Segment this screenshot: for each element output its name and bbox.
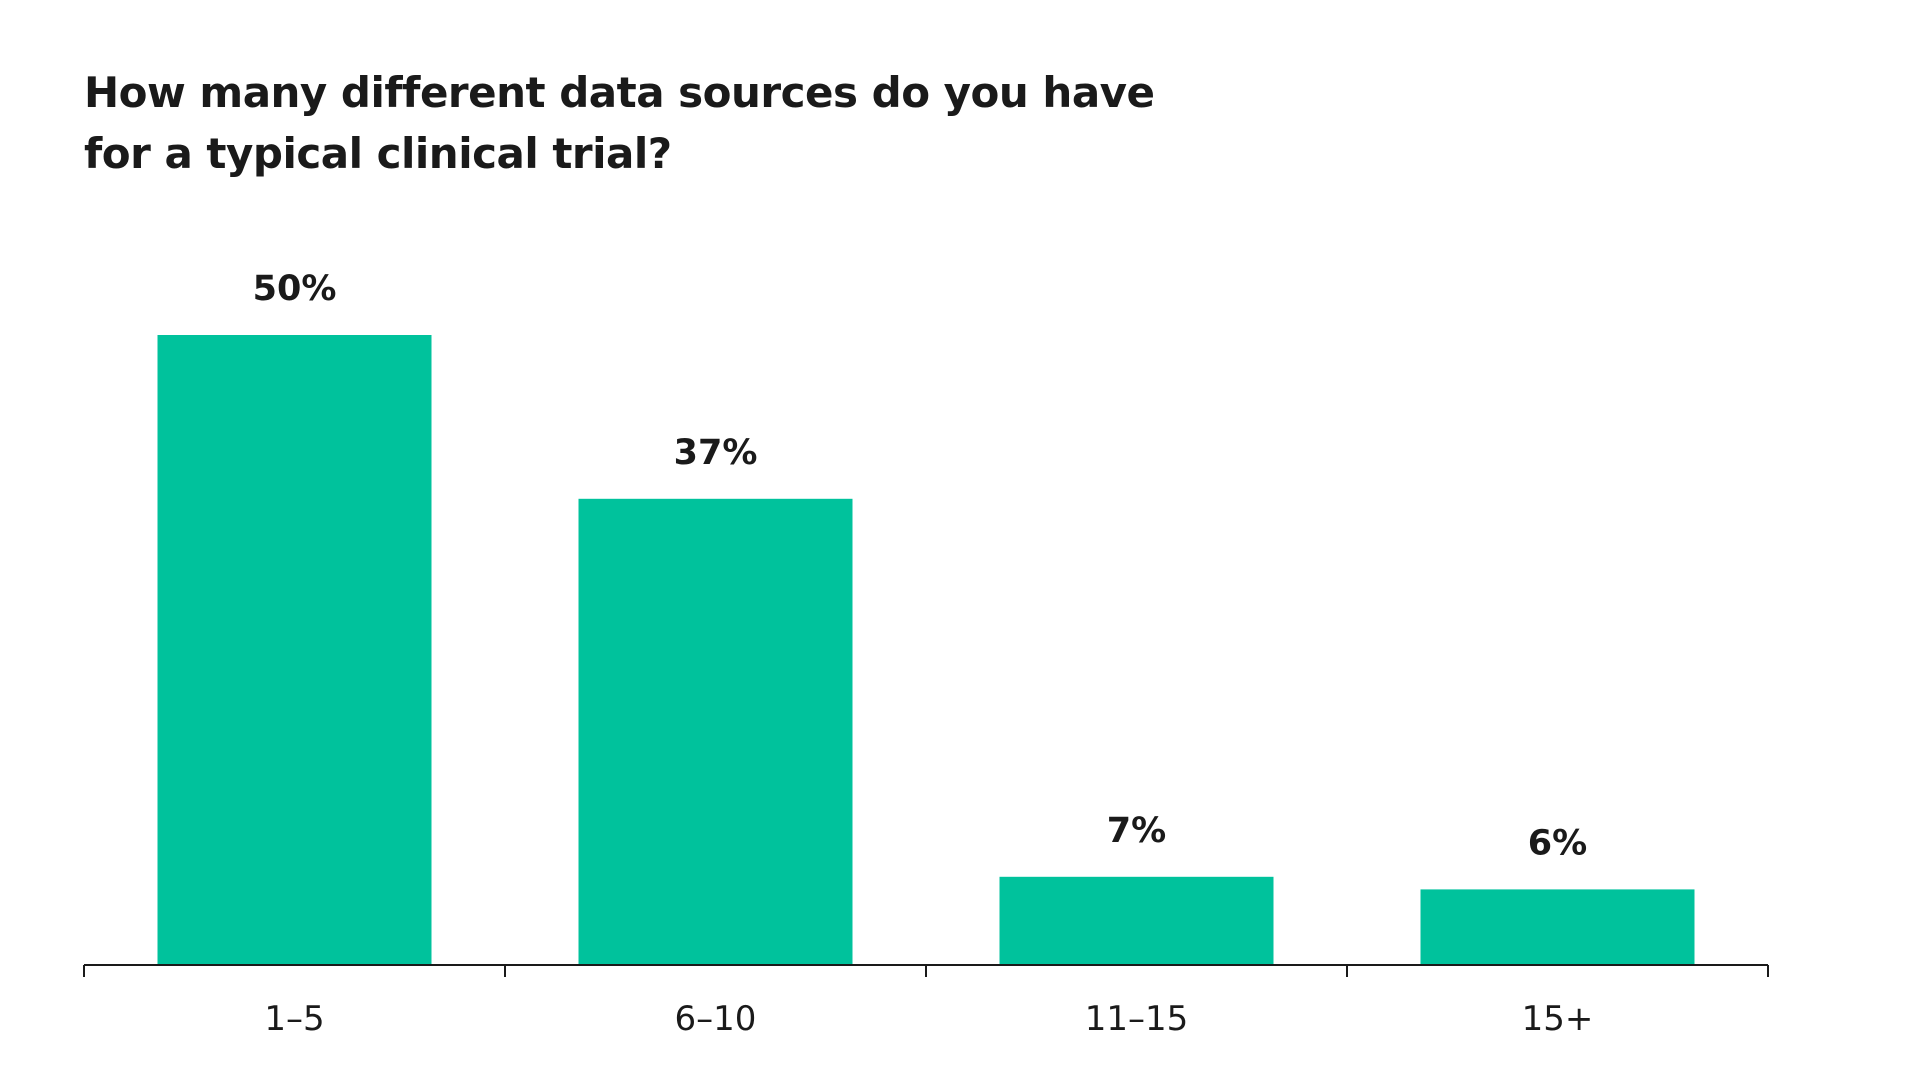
x-tick-label-2: 6–10 <box>675 999 757 1039</box>
chart-title-line-1: How many different data sources do you h… <box>84 68 1155 117</box>
bar-value-label-4: 6% <box>1528 823 1587 863</box>
x-tick-label-1: 1–5 <box>264 999 324 1039</box>
bar-value-label-2: 37% <box>674 433 758 473</box>
x-tick-label-4: 15+ <box>1522 999 1594 1039</box>
chart-title: How many different data sources do you h… <box>84 62 1384 184</box>
bar-value-label-1: 50% <box>253 269 337 309</box>
bar-2 <box>578 498 853 965</box>
value-labels-group: 50% 37% 7% 6% <box>253 269 1588 863</box>
chart-title-line-2: for a typical clinical trial? <box>84 129 672 178</box>
bar-4 <box>1420 889 1695 965</box>
x-tick-label-3: 11–15 <box>1085 999 1189 1039</box>
x-axis-ticks-group: 1–5 6–10 11–15 15+ <box>264 999 1593 1039</box>
bar-value-label-3: 7% <box>1107 811 1166 851</box>
bar-1 <box>157 335 432 965</box>
bars-group <box>157 335 1695 965</box>
bar-3 <box>999 876 1274 965</box>
